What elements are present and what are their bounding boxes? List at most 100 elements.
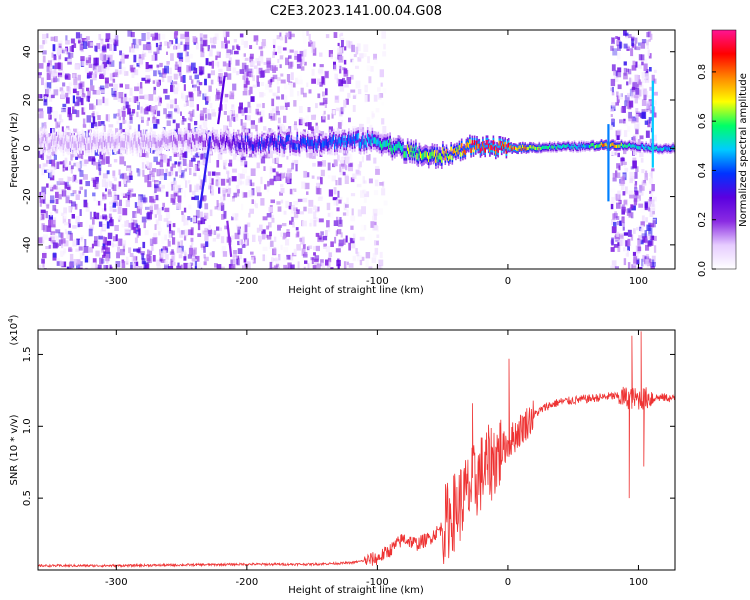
spectrogram-cell <box>269 261 273 269</box>
spectrogram-cell <box>247 178 253 183</box>
spectrogram-cell <box>213 111 217 117</box>
spectrogram-cell <box>315 103 318 109</box>
spectrogram-cell <box>619 220 623 226</box>
spectrogram-cell <box>181 137 183 144</box>
spectrogram-cell <box>604 143 606 147</box>
top-x-axis-label: Height of straight line (km) <box>288 285 424 296</box>
spectrogram-cell <box>374 247 379 255</box>
spectrogram-cell <box>113 139 115 147</box>
spectrogram-cell <box>650 219 656 226</box>
spectrogram-cell <box>49 174 55 181</box>
spectrogram-cell <box>634 172 638 179</box>
spectrogram-cell <box>350 177 355 183</box>
spectrogram-cell <box>246 72 250 76</box>
spectrogram-cell <box>211 112 216 117</box>
spectrogram-cell <box>345 98 349 105</box>
spectrogram-cell <box>485 140 488 145</box>
spectrogram-cell <box>104 77 109 84</box>
spectrogram-cell <box>631 86 635 93</box>
spectrogram-cell <box>320 231 324 236</box>
spectrogram-cell <box>39 137 41 145</box>
spectrogram-cell <box>241 190 244 198</box>
spectrogram-cell <box>315 142 317 149</box>
spectrogram-cell <box>214 33 219 41</box>
spectrogram-cell <box>75 248 80 252</box>
spectrogram-cell <box>389 138 391 145</box>
spectrogram-cell <box>173 44 177 50</box>
spectrogram-cell <box>363 141 365 149</box>
spectrogram-cell <box>365 140 368 148</box>
spectrogram-cell <box>121 66 126 75</box>
spectrogram-cell <box>243 41 248 48</box>
spectrogram-cell <box>75 153 80 157</box>
spectrogram-cell <box>173 190 179 197</box>
spectrogram-cell <box>350 215 356 222</box>
spectrogram-cell <box>336 216 339 221</box>
spectrogram-cell <box>253 144 255 151</box>
spectrogram-cell <box>617 129 622 136</box>
spectrogram-cell <box>117 206 122 215</box>
spectrogram-cell <box>65 134 67 142</box>
spectrogram-cell <box>209 37 215 44</box>
spectrogram-cell <box>308 199 314 207</box>
spectrogram-cell <box>645 245 650 251</box>
spectrogram-cell <box>180 33 185 40</box>
spectrogram-cell <box>623 72 628 80</box>
spectrogram-cell <box>314 261 319 266</box>
spectrogram-cell <box>301 248 306 256</box>
spectrogram-cell <box>57 40 63 46</box>
spectrogram-cell <box>75 179 79 184</box>
spectrogram-cell <box>271 267 275 269</box>
spectrogram-cell <box>259 224 263 232</box>
spectrogram-cell <box>382 126 387 134</box>
spectrogram-cell <box>297 79 303 85</box>
spectrogram-cell <box>565 145 568 149</box>
spectrogram-cell <box>173 134 175 142</box>
spectrogram-cell <box>98 167 102 176</box>
spectrogram-cell <box>305 115 309 122</box>
spectrogram-cell <box>435 156 437 163</box>
spectrogram-cell <box>338 136 341 144</box>
spectrogram-cell <box>178 165 181 173</box>
spectrogram-cell <box>153 70 157 77</box>
spectrogram-cell <box>79 89 82 96</box>
spectrogram-cell <box>245 179 250 186</box>
spectrogram-cell <box>50 230 56 236</box>
spectrogram-cell <box>610 114 613 117</box>
spectrogram-cell <box>256 162 260 169</box>
spectrogram-cell <box>78 83 83 90</box>
spectrogram-cell <box>660 147 663 152</box>
spectrogram-cell <box>649 86 653 91</box>
spectrogram-cell <box>79 170 84 177</box>
spectrogram-cell <box>616 221 620 226</box>
spectrogram-cell <box>135 43 139 52</box>
spectrogram-cell <box>268 89 273 93</box>
spectrogram-cell <box>207 139 209 147</box>
spectrogram-cell <box>126 142 128 149</box>
spectrogram-cell <box>64 222 68 226</box>
spectrogram-cell <box>579 146 582 150</box>
spectrogram-cell <box>220 201 223 206</box>
spectrogram-cell <box>611 86 614 93</box>
spectrogram-cell <box>216 264 222 269</box>
spectrogram-cell <box>287 134 289 142</box>
spectrogram-cell <box>650 262 655 268</box>
spectrogram-cell <box>120 248 125 256</box>
spectrogram-cell <box>297 261 300 269</box>
spectrogram-cell <box>337 229 342 235</box>
spectrogram-cell <box>611 142 613 146</box>
spectrogram-cell <box>638 54 643 61</box>
spectrogram-cell <box>94 261 97 269</box>
spectrogram-cell <box>145 164 148 169</box>
spectrogram-cell <box>241 108 246 114</box>
spectrogram-cell <box>188 204 192 210</box>
spectrogram-cell <box>260 50 264 57</box>
spectrogram-cell <box>615 193 621 201</box>
spectrogram-cell <box>635 128 639 135</box>
spectrogram-cell <box>55 198 59 204</box>
spectrogram-cell <box>171 253 176 261</box>
spectrogram-cell <box>163 218 169 222</box>
spectrogram-cell <box>98 121 101 127</box>
spectrogram-cell <box>251 188 255 196</box>
spectrogram-cell <box>147 174 152 181</box>
